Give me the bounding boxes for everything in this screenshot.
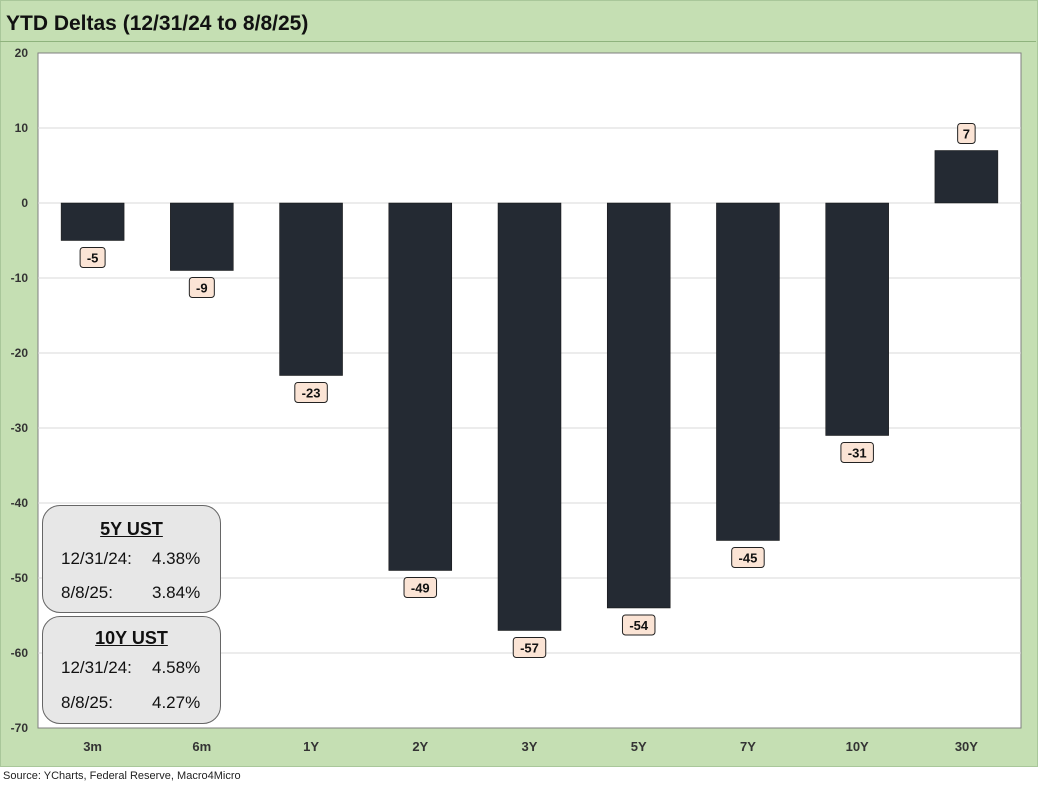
- data-label-box: [840, 442, 874, 463]
- data-label-box: [731, 547, 765, 568]
- x-tick-label: 3m: [83, 739, 102, 754]
- y-tick-label: -50: [11, 571, 29, 585]
- data-label-7Y: -45: [731, 547, 765, 568]
- bar-3Y: [497, 202, 562, 631]
- data-label-30Y: 7: [957, 123, 976, 144]
- y-tick-label: 0: [21, 196, 28, 210]
- x-tick-label: 7Y: [740, 739, 756, 754]
- data-labels: -5 -9 -23 -49 -57 -54 -45 -31 7: [79, 123, 976, 658]
- box-row-label: 8/8/25:: [61, 583, 113, 602]
- box-title-5y: 5Y UST: [100, 519, 163, 539]
- data-label-text: 7: [963, 127, 970, 142]
- box-row-end-10y: 8/8/25: 4.27%: [61, 693, 200, 713]
- box-row-start-10y: 12/31/24: 4.58%: [61, 658, 200, 678]
- data-label-text: -31: [848, 446, 867, 461]
- bar-2Y: [388, 202, 453, 571]
- data-label-text: -5: [87, 251, 99, 266]
- data-label-box: [957, 123, 976, 144]
- y-tick-label: -40: [11, 496, 29, 510]
- data-label-box: [512, 637, 547, 658]
- source-note: Source: YCharts, Federal Reserve, Macro4…: [3, 770, 241, 782]
- y-tick-label: 10: [15, 121, 29, 135]
- box-title-10y: 10Y UST: [95, 628, 168, 648]
- box-row-value: 4.38%: [152, 549, 201, 568]
- bar-6m: [170, 202, 234, 271]
- y-tick-label: -60: [11, 646, 29, 660]
- ust-5y-box: 5Y UST 12/31/24: 4.38% 8/8/25: 3.84%: [42, 505, 221, 613]
- x-tick-label: 5Y: [631, 739, 647, 754]
- x-tick-label: 2Y: [412, 739, 428, 754]
- box-row-label: 12/31/24:: [61, 658, 132, 677]
- bars: [60, 150, 999, 631]
- data-label-2Y: -49: [403, 577, 438, 598]
- data-label-text: -9: [196, 281, 208, 296]
- data-label-box: [294, 382, 328, 403]
- bar-30Y: [934, 150, 999, 204]
- data-label-box: [79, 247, 106, 268]
- bar-1Y: [279, 202, 343, 376]
- data-label-5Y: -54: [621, 614, 656, 636]
- data-label-1Y: -23: [294, 382, 328, 403]
- x-tick-label: 1Y: [303, 739, 319, 754]
- y-axis-ticks: 20 10 0 -10 -20 -30 -40 -50 -60 -70: [11, 46, 29, 735]
- data-label-box: [188, 277, 215, 298]
- data-label-text: -45: [739, 551, 758, 566]
- box-row-value: 4.27%: [152, 693, 201, 712]
- bar-3m: [60, 202, 125, 241]
- x-tick-label: 3Y: [522, 739, 538, 754]
- x-axis-ticks: 3m 6m 1Y 2Y 3Y 5Y 7Y 10Y 30Y: [83, 739, 978, 754]
- y-tick-label: -30: [11, 421, 29, 435]
- ust-10y-box: 10Y UST 12/31/24: 4.58% 8/8/25: 4.27%: [42, 616, 221, 724]
- data-label-6m: -9: [188, 277, 215, 298]
- data-label-text: -54: [629, 618, 649, 633]
- box-row-label: 8/8/25:: [61, 693, 113, 712]
- bar-10Y: [825, 202, 889, 436]
- box-row-end-5y: 8/8/25: 3.84%: [61, 583, 200, 603]
- bar-5Y: [606, 202, 671, 609]
- data-label-box: [403, 577, 438, 598]
- x-tick-label: 6m: [192, 739, 211, 754]
- data-label-box: [621, 614, 656, 636]
- box-row-start-5y: 12/31/24: 4.38%: [61, 549, 200, 569]
- data-label-10Y: -31: [840, 442, 874, 463]
- y-tick-label: 20: [15, 46, 29, 60]
- data-label-3m: -5: [79, 247, 106, 268]
- y-tick-label: -10: [11, 271, 29, 285]
- y-tick-label: -70: [11, 721, 29, 735]
- box-row-value: 3.84%: [152, 583, 201, 602]
- data-label-3Y: -57: [512, 637, 547, 658]
- x-tick-label: 10Y: [846, 739, 869, 754]
- bar-chart: -5 -9 -23 -49 -57 -54 -45 -31 7 20 10 0 -10 -20 -30 -4…: [11, 46, 1022, 754]
- box-row-value: 4.58%: [152, 658, 201, 677]
- box-row-label: 12/31/24:: [61, 549, 132, 568]
- x-tick-label: 30Y: [955, 739, 978, 754]
- data-label-text: -49: [411, 581, 430, 596]
- data-label-text: -23: [302, 386, 321, 401]
- bar-7Y: [716, 202, 780, 541]
- y-tick-label: -20: [11, 346, 29, 360]
- title-divider: [0, 41, 1036, 42]
- chart-title: YTD Deltas (12/31/24 to 8/8/25): [6, 12, 309, 35]
- data-label-text: -57: [520, 641, 539, 656]
